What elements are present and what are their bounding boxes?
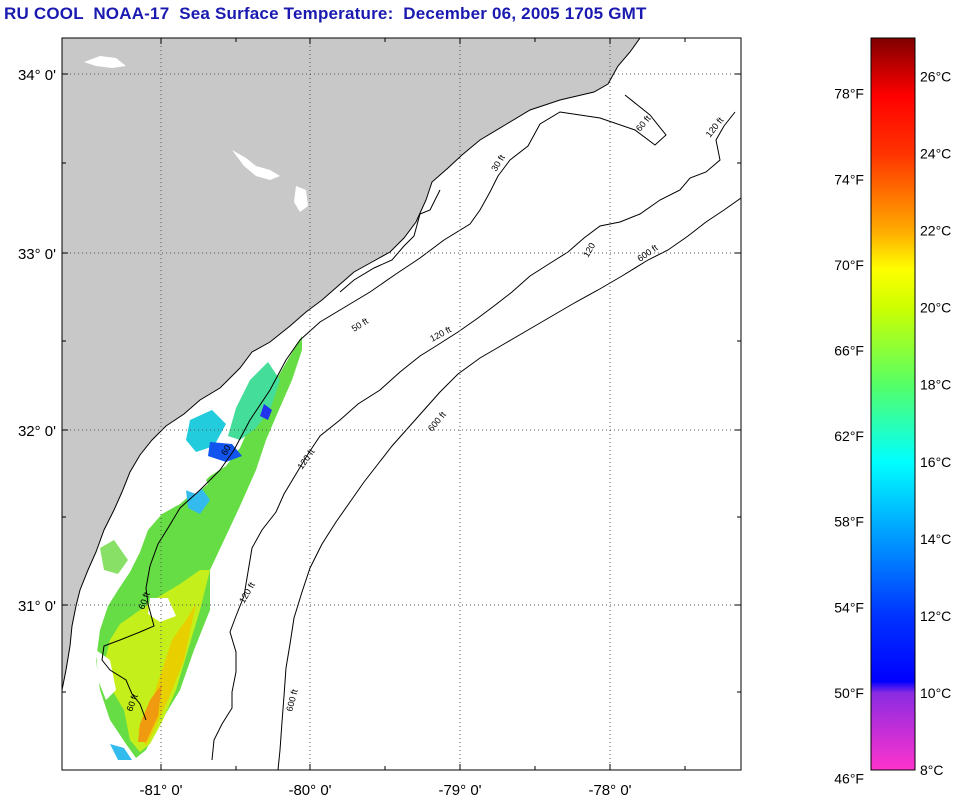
lon-label: -78° 0': [588, 782, 631, 799]
coastline: [339, 189, 441, 293]
contour-label: 60: [219, 443, 233, 457]
inland-water: [294, 186, 308, 212]
contour-600ft: [277, 197, 741, 770]
lat-label: 33° 0': [18, 246, 56, 263]
contour-120ft: [211, 111, 736, 761]
axis-ticks: [62, 38, 741, 770]
inland-water: [232, 150, 280, 180]
inland-water: [84, 56, 126, 68]
map-frame: [61, 37, 742, 771]
lat-label: 34° 0': [18, 67, 56, 84]
lat-label: 32° 0': [18, 423, 56, 440]
lon-label: -80° 0': [288, 782, 331, 799]
lat-label: 31° 0': [18, 598, 56, 615]
sst-swath: [96, 336, 302, 760]
map-title: RU COOL NOAA-17 Sea Surface Temperature:…: [4, 4, 647, 23]
land-area: [62, 38, 641, 691]
lon-label: -81° 0': [139, 782, 182, 799]
lon-label: -79° 0': [438, 782, 481, 799]
contour-60ft: [101, 94, 667, 721]
